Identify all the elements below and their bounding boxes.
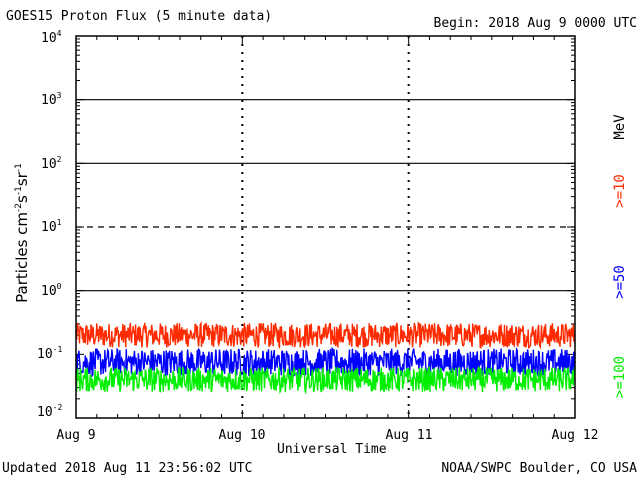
y-tick-label-1e-1: 10-1	[37, 345, 63, 362]
credit-label: NOAA/SWPC Boulder, CO USA	[441, 461, 637, 476]
y-tick-label-1e1: 101	[41, 218, 62, 235]
x-tick-label-aug9: Aug 9	[56, 428, 96, 443]
y-tick-label-1e2: 102	[41, 155, 62, 172]
y-tick-label-1e-2: 10-2	[37, 403, 63, 420]
x-tick-label-aug12: Aug 12	[551, 428, 599, 443]
begin-timestamp: Begin: 2018 Aug 9 0000 UTC	[433, 16, 638, 31]
updated-timestamp: Updated 2018 Aug 11 23:56:02 UTC	[2, 461, 253, 476]
series-line-ge50	[75, 346, 576, 378]
legend-ge100: >=100	[612, 355, 628, 399]
legend-energy-unit: MeV	[612, 114, 628, 140]
plot-frame	[75, 35, 576, 419]
y-tick-label-1e4: 104	[41, 29, 62, 46]
y-axis-label: Particles cm-2s-1sr-1	[13, 163, 31, 303]
legend-ge10: >=10	[612, 174, 628, 208]
x-axis-title: Universal Time	[277, 442, 387, 457]
y-tick-label-1e3: 103	[41, 91, 62, 108]
series-line-ge10	[75, 320, 576, 350]
legend-ge50: >=50	[612, 265, 628, 299]
x-tick-label-aug10: Aug 10	[218, 428, 266, 443]
x-tick-label-aug11: Aug 11	[385, 428, 433, 443]
chart-title: GOES15 Proton Flux (5 minute data)	[6, 9, 273, 24]
y-tick-label-1e0: 100	[41, 282, 62, 299]
series-line-ge100	[75, 365, 576, 395]
